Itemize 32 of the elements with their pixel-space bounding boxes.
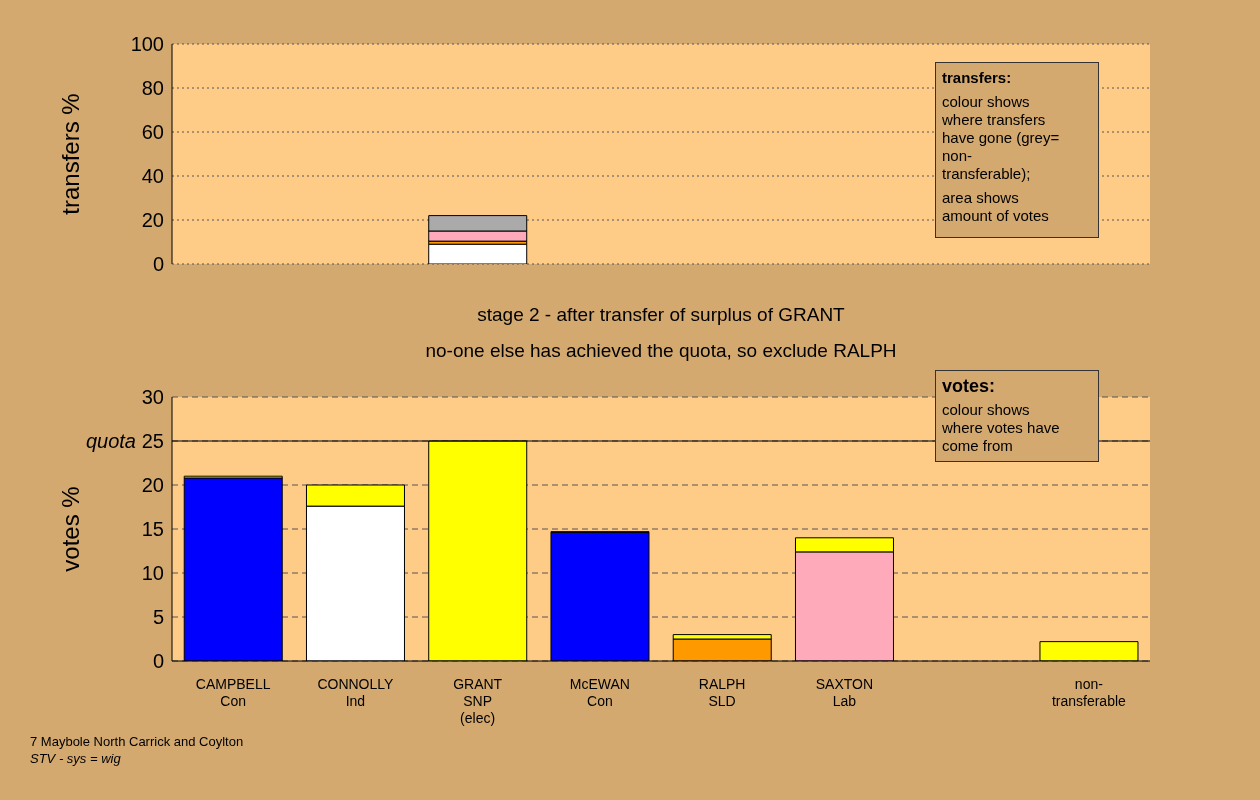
y-tick-label: 25 xyxy=(141,430,164,453)
chart-subtitle: no-one else has achieved the quota, so exclude RALPH xyxy=(424,340,898,362)
x-tick-label: McEWAN Con xyxy=(569,676,630,709)
x-tick-label: CONNOLLY Ind xyxy=(317,676,395,709)
x-tick-label: CAMPBELL Con xyxy=(195,676,271,709)
y-tick-label: 5 xyxy=(152,606,164,629)
y-axis-title: transfers % xyxy=(56,93,84,215)
text: STV - sys = wig xyxy=(30,751,121,766)
text: 7 Maybole North Carrick and Coylton xyxy=(30,734,244,749)
y-tick-label: 80 xyxy=(141,77,164,100)
x-tick-label: RALPH SLD xyxy=(698,676,746,709)
y-tick-label: 0 xyxy=(152,253,164,276)
text: votes: xyxy=(942,376,996,396)
annotation: colour shows where votes have come from xyxy=(942,401,1061,455)
annotation: colour shows where transfers have gone (grey= non-transferable); xyxy=(942,93,1060,183)
y-tick-label: 60 xyxy=(141,121,164,144)
chart-title: stage 2 - after transfer of surplus of GRANT xyxy=(476,304,846,326)
y-tick-label: 20 xyxy=(141,209,164,232)
annotation: area shows amount of votes xyxy=(942,189,1050,225)
x-tick-label: GRANT SNP (elec) xyxy=(453,676,503,726)
x-tick-label: SAXTON Lab xyxy=(815,676,874,709)
y-tick-label: 20 xyxy=(141,474,164,497)
y-tick-label: 100 xyxy=(130,33,164,56)
y-tick-label: 30 xyxy=(141,386,164,409)
y-axis-title: votes % xyxy=(56,486,84,572)
x-tick-label: non- transferable xyxy=(1051,676,1127,709)
annotation: transfers: xyxy=(942,69,1013,87)
y-tick-label: 0 xyxy=(152,650,164,673)
y-tick-label: 10 xyxy=(141,562,164,585)
ref-line-label: quota xyxy=(85,430,136,453)
y-tick-label: 15 xyxy=(141,518,164,541)
y-tick-label: 40 xyxy=(141,165,164,188)
